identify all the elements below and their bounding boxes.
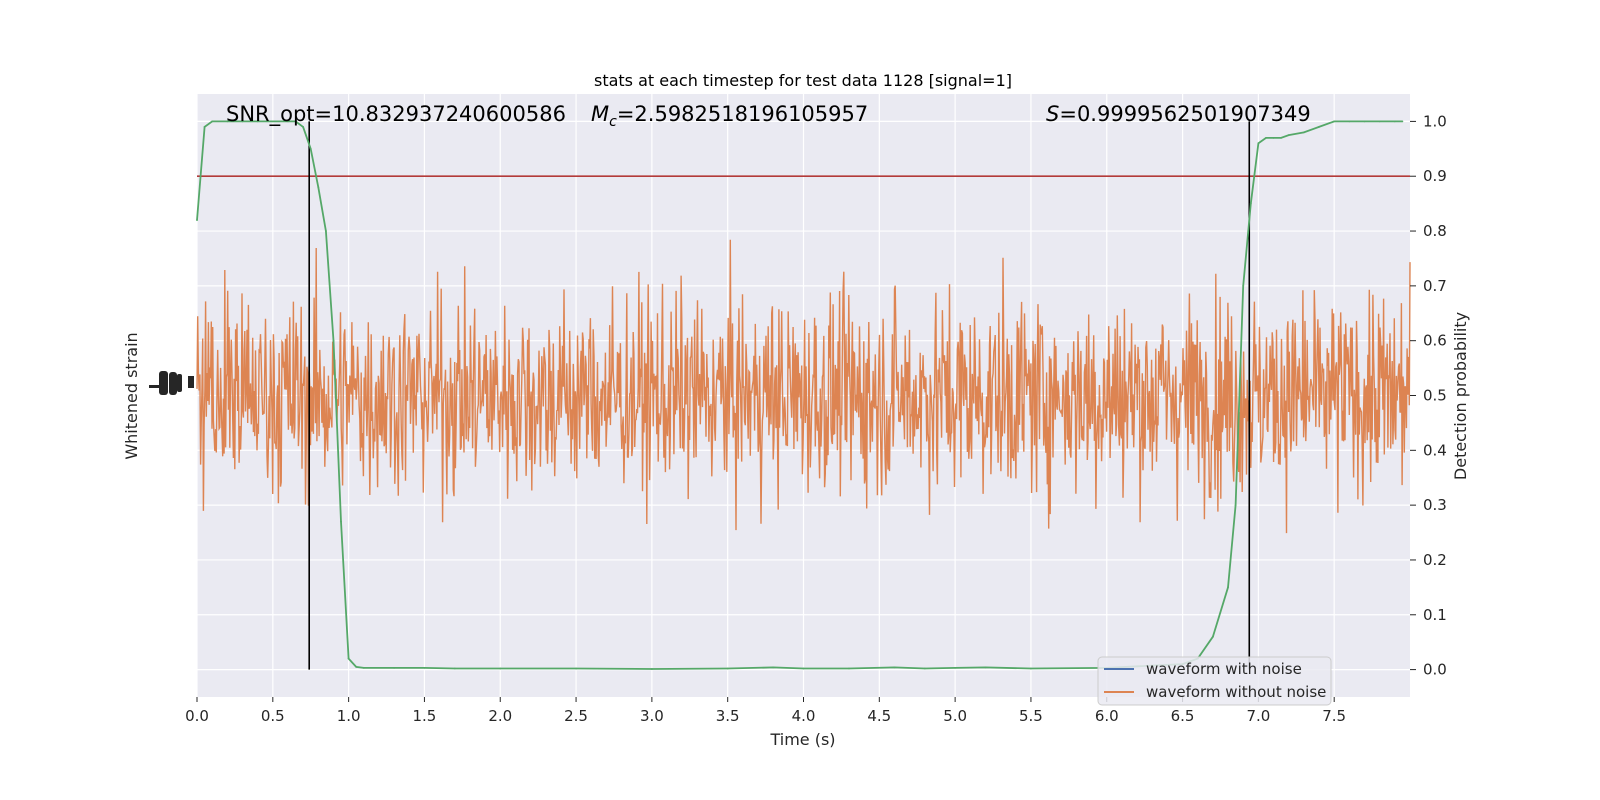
x-tick-label: 4.0 [792,707,816,725]
y-tick-label: 0.1 [1423,606,1447,624]
x-tick-label: 0.0 [185,707,209,725]
detection-probability-point [332,339,335,342]
detection-probability-point [1242,285,1245,287]
x-tick-label: 7.0 [1246,707,1270,725]
detection-probability-point [1363,120,1366,123]
legend-box [1097,656,1332,706]
detection-probability-point [287,120,289,123]
detection-probability-point [984,666,987,669]
detection-probability-point [848,667,850,670]
y-tick-label: 0.2 [1423,551,1447,569]
detection-probability-point [1234,504,1237,506]
chart-title: stats at each timestep for test data 112… [594,71,1012,90]
legend-label-with-noise: waveform with noise [1146,660,1302,678]
detection-probability-point [1348,120,1351,123]
x-tick-label: 6.0 [1095,707,1119,725]
x-tick-label: 5.0 [943,707,967,725]
detection-probability-point [1249,202,1252,205]
x-tick-label: 2.0 [488,707,512,725]
x-axis-label: Time (s) [769,730,835,749]
y-tick-label: 0.8 [1423,222,1447,240]
detection-probability-point [271,120,274,123]
detection-probability-point [651,668,653,670]
detection-probability-point [499,667,502,670]
detection-probability-point [256,120,259,123]
detection-probability-point [1272,137,1275,139]
detection-probability-point [309,147,312,150]
detection-probability-point [1318,126,1320,128]
x-tick-label: 7.5 [1322,707,1346,725]
overlapping-left-tick-labels [149,371,194,395]
detection-probability-point [802,667,805,670]
detection-probability-point [1303,131,1305,134]
x-tick-label: 1.5 [413,707,437,725]
detection-probability-point [1287,134,1290,137]
snr-annotation: SNR_opt=10.832937240600586 [226,102,566,127]
detection-probability-point [1265,137,1267,139]
y-tick-label: 0.4 [1423,441,1447,459]
detection-probability-point [772,666,775,669]
x-tick-label: 4.5 [867,707,891,725]
chirp-mass-annotation: Mc=2.5982518196105957 [591,102,868,130]
detection-probability-point [317,186,320,189]
y-tick-label: 1.0 [1423,112,1447,130]
detection-probability-point [726,667,729,670]
detection-probability-point [325,230,327,232]
detection-probability-point [294,120,297,123]
plot-area [196,94,1411,697]
x-tick-label: 1.0 [337,707,361,725]
detection-probability-point [241,120,244,123]
detection-probability-point [302,126,304,128]
detection-probability-point [1378,120,1381,123]
y-tick-label: 0.6 [1423,332,1447,350]
x-tick-label: 3.5 [716,707,740,725]
legend-label-without-noise: waveform without noise [1146,683,1326,701]
x-tick-label: 5.5 [1019,707,1043,725]
x-tick-label: 3.0 [640,707,664,725]
y-tick-label: 0.0 [1423,661,1447,679]
detection-probability-point [423,667,426,669]
left-y-axis-label: Whitened strain [122,332,141,459]
detection-probability-point [393,667,395,669]
right-y-axis-label: Detection probability [1451,312,1470,480]
detection-probability-point [453,667,456,670]
detection-probability-point [355,666,358,668]
right-y-axis-ticks: 0.0 0.1 0.2 0.3 0.4 0.5 0.6 0.7 0.8 0.9 1.0 [1410,112,1447,679]
detection-probability-point [1393,120,1396,123]
detection-probability-point [1333,120,1336,123]
detection-probability-point [893,666,896,669]
detection-probability-point [340,520,342,523]
x-tick-label: 2.5 [564,707,588,725]
x-axis-ticks: 0.0 0.5 1.0 1.5 2.0 2.5 3.0 3.5 4.0 4.5 5.0 5.5 6.0 6… [185,697,1346,725]
detection-probability-point [1212,635,1214,638]
y-tick-label: 0.3 [1423,496,1447,514]
detection-probability-point [1401,120,1404,123]
detection-probability-point [196,219,198,222]
y-tick-label: 0.7 [1423,277,1447,295]
legend: waveform with noise waveform without noi… [1097,656,1332,706]
detection-probability-point [1227,586,1229,589]
detection-probability-point [203,126,206,128]
detection-probability-point [362,667,365,669]
s-annotation: S=0.9999562501907349 [1046,102,1311,126]
detection-probability-point [1280,137,1282,139]
x-tick-label: 0.5 [261,707,285,725]
y-tick-label: 0.5 [1423,387,1447,405]
detection-probability-point [1257,142,1260,145]
detection-probability-point [923,667,926,670]
detection-probability-point [347,657,350,660]
detection-probability-point [226,120,229,123]
x-tick-label: 6.5 [1171,707,1195,725]
detection-probability-point [211,120,214,123]
strain-without-noise-line [196,239,1411,534]
detection-probability-point [575,667,577,670]
detection-probability-point [954,667,956,669]
detection-probability-point [1030,667,1032,670]
y-tick-label: 0.9 [1423,167,1447,185]
